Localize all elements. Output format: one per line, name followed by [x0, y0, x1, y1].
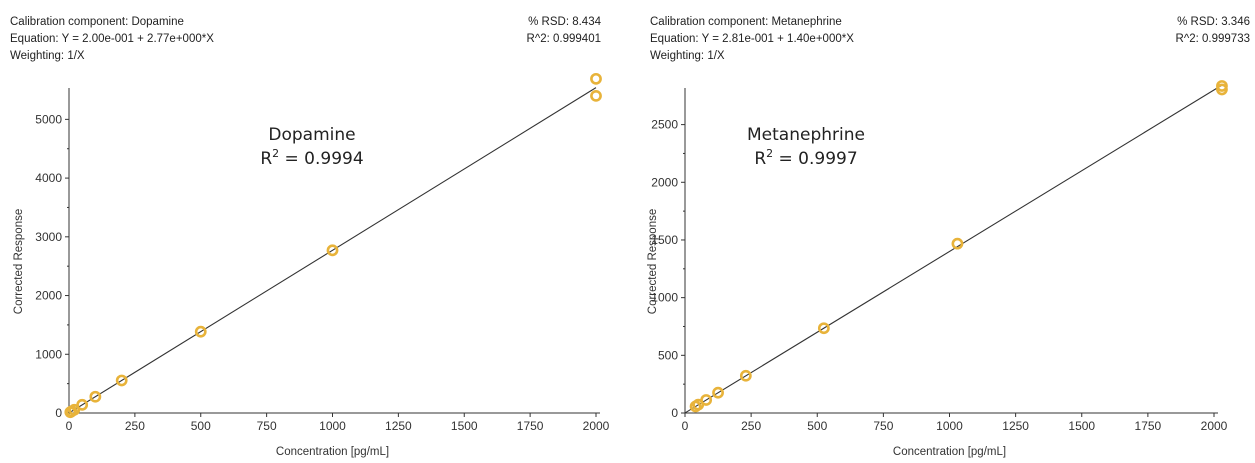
regression-line	[684, 84, 1223, 414]
x-axis-title: Concentration [pg/mL]	[276, 446, 389, 458]
y-axis-title: Corrected Response	[13, 209, 25, 314]
x-tick-label: 250	[741, 419, 761, 433]
x-tick-label: 1500	[1068, 419, 1095, 433]
calibration-rsd: % RSD: 3.346	[1177, 16, 1250, 28]
y-tick-label: 2000	[651, 175, 678, 189]
calibration-header-left: Calibration component: Dopamine Equation…	[10, 14, 214, 65]
calibration-header-left: Calibration component: Metanephrine Equa…	[650, 14, 854, 65]
y-tick-label: 1000	[651, 291, 678, 305]
data-point	[68, 403, 81, 416]
calibration-r2: R^2: 0.999401	[526, 33, 601, 45]
y-tick-label: 0	[671, 406, 678, 420]
x-axis-title: Concentration [pg/mL]	[893, 446, 1006, 458]
annotation-r2-value: = 0.9994	[279, 149, 364, 169]
data-point	[1216, 80, 1228, 92]
calibration-rsd: % RSD: 8.434	[528, 16, 601, 28]
calibration-weighting: Weighting: 1/X	[650, 50, 725, 62]
annotation-name: Dopamine	[268, 125, 355, 145]
y-tick-label: 2500	[651, 118, 678, 132]
y-tick-label: 4000	[35, 171, 62, 185]
data-point	[712, 386, 724, 399]
x-tick-label: 750	[257, 419, 277, 433]
metanephrine-calibration-panel: Calibration component: Metanephrine Equa…	[640, 0, 1255, 463]
calibration-component: Calibration component: Metanephrine	[650, 16, 842, 28]
calibration-equation: Equation: Y = 2.00e-001 + 2.77e+000*X	[10, 33, 214, 45]
x-tick-label: 250	[125, 419, 145, 433]
data-point	[89, 390, 102, 403]
data-point	[194, 325, 207, 338]
calibration-weighting: Weighting: 1/X	[10, 50, 85, 62]
data-point	[590, 89, 602, 102]
data-point	[817, 322, 830, 335]
x-tick-label: 1750	[517, 419, 544, 433]
annotation-r2: R2 = 0.9994	[260, 147, 363, 169]
calibration-equation: Equation: Y = 2.81e-001 + 1.40e+000*X	[650, 33, 854, 45]
metanephrine-calibration-plot: 0 500 1000 1500 2000 2500 0 250 500 750 1000 1250 15…	[647, 80, 1228, 458]
dopamine-calibration-plot: 0 1000 2000 3000 4000 5000 0 250 500 750 1000 1250 1…	[13, 72, 610, 458]
x-tick-label: 1000	[936, 419, 963, 433]
calibration-header-right: % RSD: 8.434 R^2: 0.999401	[527, 14, 601, 48]
x-tick-label: 1750	[1135, 419, 1162, 433]
dopamine-calibration-panel: Calibration component: Dopamine Equation…	[0, 0, 627, 463]
calibration-component: Calibration component: Dopamine	[10, 16, 184, 28]
annotation-r2-superscript: 2	[766, 147, 773, 160]
regression-line	[68, 87, 597, 414]
annotation-r2-value: = 0.9997	[773, 149, 858, 169]
y-tick-label: 5000	[35, 112, 62, 126]
annotation-r2: R2 = 0.9997	[754, 147, 857, 169]
annotation-r2-superscript: 2	[272, 147, 279, 160]
data-point	[115, 374, 128, 387]
data-point	[739, 369, 752, 382]
data-point	[326, 244, 339, 257]
x-tick-label: 1250	[385, 419, 412, 433]
x-tick-label: 1000	[319, 419, 346, 433]
y-tick-label: 2000	[35, 289, 62, 303]
y-tick-label: 500	[658, 348, 678, 362]
y-axis-title: Corrected Response	[647, 209, 659, 314]
x-tick-label: 0	[66, 419, 73, 433]
y-tick-label: 3000	[35, 230, 62, 244]
calibration-header-right: % RSD: 3.346 R^2: 0.999733	[1176, 14, 1250, 48]
data-point	[951, 237, 964, 250]
annotation-r2-prefix: R	[754, 149, 766, 169]
x-tick-label: 500	[807, 419, 827, 433]
x-tick-label: 2000	[1201, 419, 1228, 433]
y-tick-label: 1500	[651, 233, 678, 247]
calibration-r2: R^2: 0.999733	[1175, 33, 1250, 45]
data-point	[76, 398, 89, 411]
x-tick-label: 1500	[451, 419, 478, 433]
x-tick-label: 500	[191, 419, 211, 433]
x-tick-label: 1250	[1002, 419, 1029, 433]
data-point	[700, 394, 713, 406]
x-tick-label: 2000	[583, 419, 610, 433]
annotation-r2-prefix: R	[260, 149, 272, 169]
y-tick-label: 0	[55, 406, 62, 420]
annotation-name: Metanephrine	[747, 125, 865, 145]
x-tick-label: 750	[873, 419, 893, 433]
data-point	[590, 72, 602, 85]
y-tick-label: 1000	[35, 347, 62, 361]
x-tick-label: 0	[682, 419, 689, 433]
